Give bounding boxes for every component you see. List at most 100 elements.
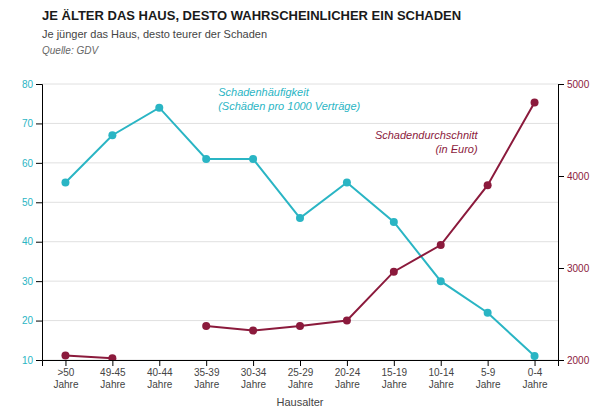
series-marker — [202, 322, 210, 330]
series-marker — [343, 316, 351, 324]
series-line — [65, 102, 534, 358]
title: JE ÄLTER DAS HAUS, DESTO WAHRSCHEINLICHE… — [42, 8, 461, 23]
series-marker — [437, 277, 445, 285]
y-tick-mark — [36, 84, 42, 85]
x-tick-label: 25-29Jahre — [288, 367, 314, 390]
series-marker — [61, 351, 69, 359]
y-tick: 60 — [22, 158, 42, 169]
y-tick: 10 — [22, 355, 42, 366]
x-axis-title: Hausalter — [276, 396, 323, 408]
x-tick-mark — [112, 360, 113, 366]
x-tick-mark — [535, 360, 536, 366]
x-tick-mark — [488, 360, 489, 366]
x-tick-label-line: >50 — [57, 367, 74, 378]
x-tick-label: 5-9Jahre — [476, 367, 501, 390]
y-tick-mark — [36, 202, 42, 203]
y2-tick: 5000 — [558, 79, 590, 90]
x-tick-label: 35-39Jahre — [194, 367, 220, 390]
y-tick-label: 50 — [22, 197, 34, 208]
y2-tick: 2000 — [558, 355, 590, 366]
y-axis: 1020304050607080 — [22, 79, 43, 366]
x-tick-mark — [159, 360, 160, 366]
y2-tick-label: 4000 — [567, 171, 590, 182]
x-tick-label-line: 10-14 — [428, 367, 454, 378]
x-tick: 15-19Jahre — [382, 360, 408, 390]
series-line — [65, 108, 534, 356]
grid-line — [42, 84, 558, 85]
x-tick-label-line: 15-19 — [382, 367, 408, 378]
series-label-line: (in Euro) — [435, 143, 478, 155]
x-tick-label-line: 40-44 — [147, 367, 173, 378]
series-marker — [202, 155, 210, 163]
y-tick-label: 80 — [22, 79, 34, 90]
grid — [42, 84, 558, 360]
y2-axis-line — [559, 85, 565, 361]
page: {"chart_data": { "type": "line", "title"… — [0, 0, 606, 416]
x-tick-label-line: 0-4 — [528, 367, 543, 378]
series-marker — [531, 98, 539, 106]
series-marker — [343, 179, 351, 187]
chart-svg: JE ÄLTER DAS HAUS, DESTO WAHRSCHEINLICHE… — [0, 0, 606, 416]
series-marker — [249, 327, 257, 335]
x-tick: 49-45Jahre — [100, 360, 126, 390]
y-tick: 70 — [22, 118, 42, 129]
x-axis: >50Jahre49-45Jahre40-44Jahre35-39Jahre30… — [43, 360, 559, 390]
x-tick-mark — [253, 360, 254, 366]
series-marker — [484, 309, 492, 317]
y-tick-mark — [36, 123, 42, 124]
x-tick: 5-9Jahre — [476, 360, 501, 390]
x-tick-label: 40-44Jahre — [147, 367, 173, 390]
y-axis-line — [36, 85, 43, 361]
x-tick-label-line: Jahre — [194, 379, 219, 390]
x-axis-line — [43, 361, 559, 367]
series-marker — [155, 104, 163, 112]
y-tick: 30 — [22, 276, 42, 287]
x-tick: 25-29Jahre — [288, 360, 314, 390]
y2-tick-label: 2000 — [567, 355, 590, 366]
y-tick: 50 — [22, 197, 42, 208]
series-label-line: (Schäden pro 1000 Verträge) — [218, 100, 360, 112]
marks — [61, 98, 538, 360]
plot: 10203040506070802000300040005000>50Jahre… — [22, 79, 590, 408]
x-tick-label: 10-14Jahre — [428, 367, 454, 390]
y-tick-label: 30 — [22, 276, 34, 287]
x-tick-label-line: 25-29 — [288, 367, 314, 378]
y-tick: 80 — [22, 79, 42, 90]
x-tick: 10-14Jahre — [428, 360, 454, 390]
x-tick-label-line: 5-9 — [481, 367, 496, 378]
series-marker — [484, 181, 492, 189]
x-tick-mark — [206, 360, 207, 366]
x-tick: 35-39Jahre — [194, 360, 220, 390]
x-tick: 0-4Jahre — [523, 360, 548, 390]
x-tick-label-line: 49-45 — [100, 367, 126, 378]
y-tick-mark — [36, 321, 42, 322]
y-tick: 40 — [22, 236, 42, 247]
grid-line — [42, 202, 558, 203]
series-marker — [390, 218, 398, 226]
x-tick: 40-44Jahre — [147, 360, 173, 390]
x-tick-mark — [394, 360, 395, 366]
series-label: Schadendurchschnitt(in Euro) — [375, 129, 479, 155]
x-tick-label-line: 30-34 — [241, 367, 267, 378]
x-tick-label-line: Jahre — [100, 379, 125, 390]
y-tick-mark — [36, 163, 42, 164]
y-tick-mark — [36, 360, 42, 361]
y-tick-label: 60 — [22, 158, 34, 169]
grid-line — [42, 320, 558, 321]
series-marker — [390, 268, 398, 276]
x-tick-label-line: Jahre — [147, 379, 172, 390]
x-tick-label-line: Jahre — [523, 379, 548, 390]
series-marker — [296, 214, 304, 222]
series-marker — [249, 155, 257, 163]
series-marker — [296, 322, 304, 330]
y-tick-label: 40 — [22, 236, 34, 247]
x-tick-label-line: Jahre — [288, 379, 313, 390]
y2-axis: 2000 3000 4000 5000 — [558, 79, 590, 366]
y2-tick-label: 5000 — [567, 79, 590, 90]
grid-line — [42, 123, 558, 124]
x-tick-label: 20-24Jahre — [335, 367, 361, 390]
y-tick-mark — [36, 281, 42, 282]
y2-tick-label: 3000 — [567, 263, 590, 274]
y2-tick-mark — [558, 268, 564, 269]
grid-line — [42, 281, 558, 282]
